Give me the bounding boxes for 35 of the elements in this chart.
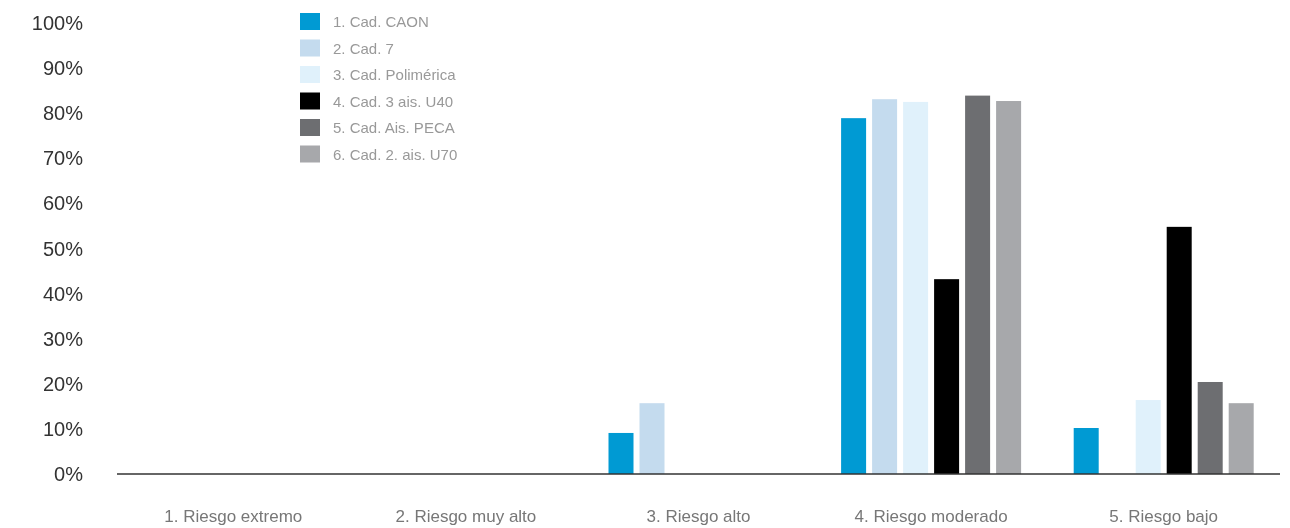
- bar: [872, 99, 898, 474]
- bar: [1197, 382, 1223, 474]
- bar: [1073, 428, 1099, 474]
- y-tick-label: 0%: [54, 463, 84, 485]
- y-tick-label: 50%: [42, 237, 84, 260]
- legend-label: 5. Cad. Ais. PECA: [333, 119, 455, 137]
- bar: [1228, 403, 1254, 474]
- x-tick-label: 2. Riesgo muy alto: [395, 507, 537, 526]
- x-tick-label: 4. Riesgo moderado: [854, 507, 1008, 526]
- bar: [965, 95, 991, 474]
- legend-label: 6. Cad. 2. ais. U70: [333, 145, 458, 163]
- bar: [608, 432, 634, 474]
- y-tick-label: 40%: [42, 282, 84, 305]
- y-tick-label: 100%: [31, 12, 84, 34]
- bar: [934, 279, 960, 474]
- bar: [841, 118, 867, 474]
- y-tick-label: 60%: [42, 192, 84, 215]
- bar: [1135, 400, 1161, 474]
- y-tick-label: 80%: [42, 102, 84, 125]
- x-tick-label: 5. Riesgo bajo: [1109, 507, 1219, 526]
- legend-label: 1. Cad. CAON: [333, 13, 429, 31]
- y-tick-label: 70%: [42, 147, 84, 170]
- bar: [639, 403, 665, 474]
- bar: [1166, 226, 1192, 474]
- bar: [996, 101, 1022, 474]
- legend-label: 4. Cad. 3 ais. U40: [333, 92, 454, 110]
- y-tick-label: 20%: [42, 372, 84, 395]
- y-tick-label: 30%: [42, 327, 84, 350]
- legend-label: 2. Cad. 7: [333, 39, 394, 57]
- x-tick-label: 1. Riesgo extremo: [164, 507, 303, 526]
- bar: [903, 101, 929, 474]
- y-tick-label: 90%: [42, 57, 84, 80]
- legend-label: 3. Cad. Polimérica: [333, 66, 457, 84]
- y-tick-label: 10%: [42, 417, 84, 440]
- x-tick-label: 3. Riesgo alto: [646, 507, 751, 526]
